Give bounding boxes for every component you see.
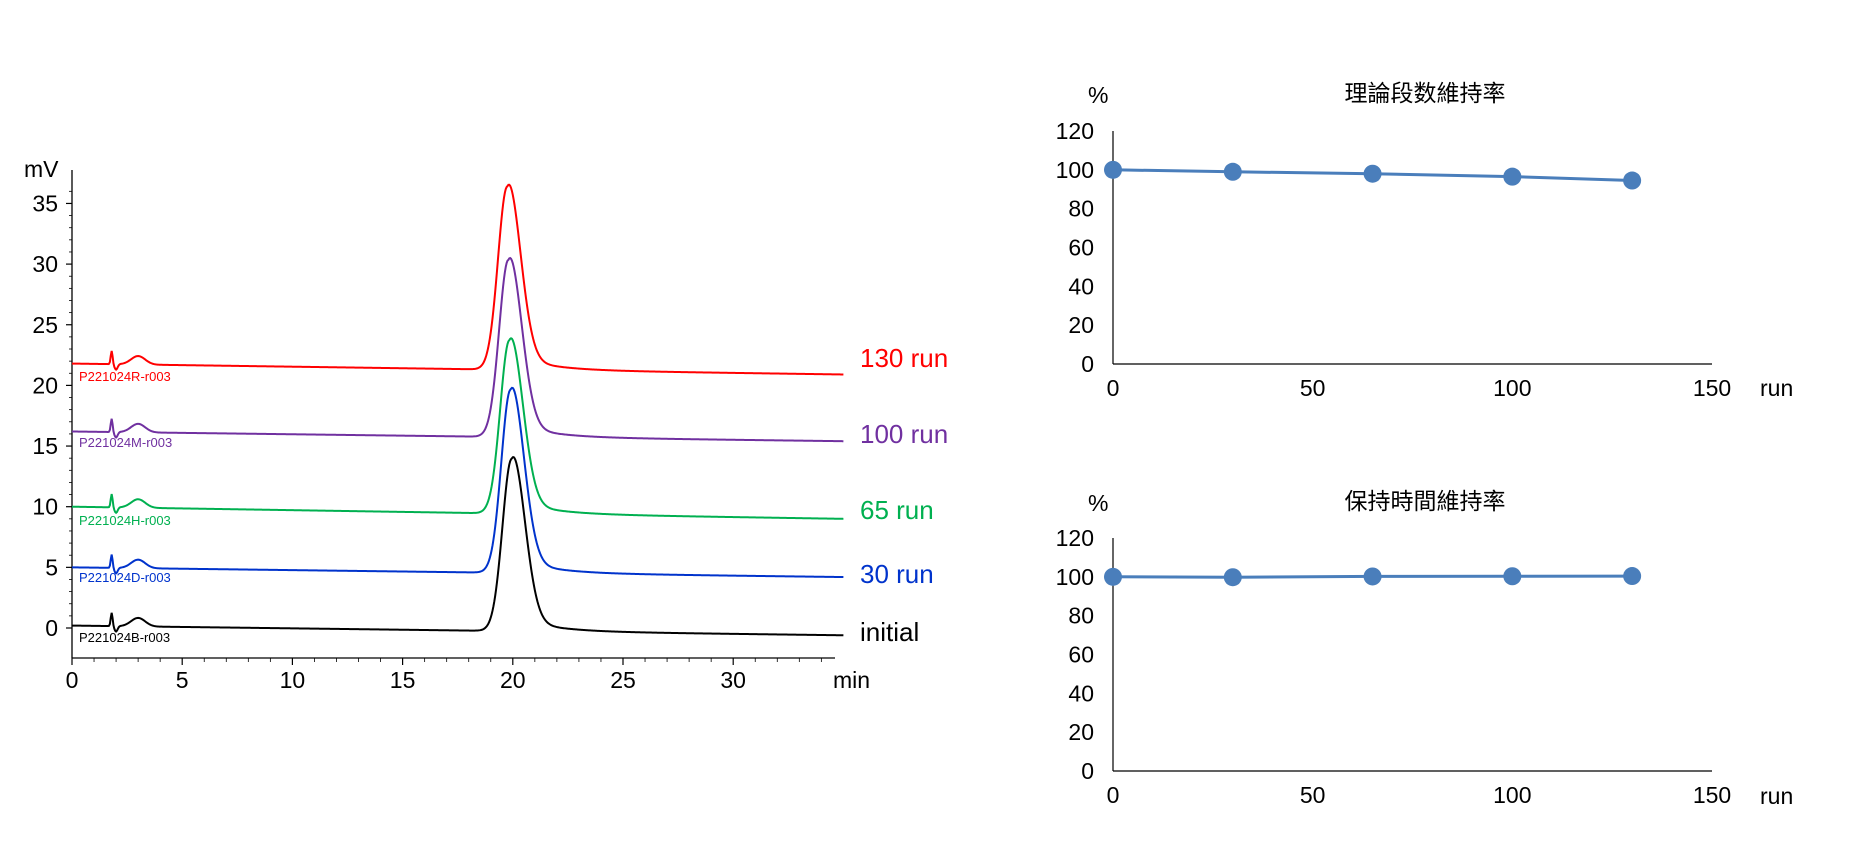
chart-y-unit: % xyxy=(1088,82,1108,108)
y-tick-label: 60 xyxy=(1068,235,1094,261)
x-tick-label: 50 xyxy=(1300,782,1326,808)
y-tick-label: 20 xyxy=(32,372,58,398)
x-tick-label: 150 xyxy=(1693,375,1731,401)
chart-x-unit: run xyxy=(1760,783,1793,809)
data-point xyxy=(1223,568,1242,587)
data-point xyxy=(1503,567,1522,586)
x-tick-label: 0 xyxy=(66,667,79,693)
x-tick-label: 0 xyxy=(1107,375,1120,401)
data-point xyxy=(1623,171,1642,190)
y-tick-label: 120 xyxy=(1056,118,1094,144)
chart-axes xyxy=(1112,131,1712,365)
sample-id: P221024R-r003 xyxy=(79,369,171,384)
data-point xyxy=(1104,567,1122,586)
data-point xyxy=(1223,162,1242,181)
x-tick-label: 150 xyxy=(1693,782,1731,808)
run-label: 100 run xyxy=(860,419,948,449)
y-tick-label: 10 xyxy=(32,494,58,520)
data-point xyxy=(1104,160,1122,179)
data-point xyxy=(1623,567,1642,586)
y-tick-label: 20 xyxy=(1068,719,1094,745)
x-tick-label: 15 xyxy=(390,667,416,693)
chromatogram-trace xyxy=(71,183,844,376)
data-point xyxy=(1363,164,1382,183)
chart-title: 保持時間維持率 xyxy=(1345,488,1506,514)
y-tick-label: 0 xyxy=(1081,351,1094,377)
data-point xyxy=(1503,167,1522,186)
chromatogram-y-unit: mV xyxy=(24,156,59,182)
y-tick-label: 60 xyxy=(1068,642,1094,668)
y-tick-label: 100 xyxy=(1056,157,1094,183)
y-tick-label: 80 xyxy=(1068,603,1094,629)
chromatogram-trace xyxy=(71,386,844,579)
y-tick-label: 15 xyxy=(32,433,58,459)
chart-series xyxy=(1104,567,1642,587)
y-tick-label: 25 xyxy=(32,312,58,338)
chart-ticks: 0 20 40 60 80 100 120 0 50 100 150 xyxy=(1056,118,1732,401)
x-tick-label: 20 xyxy=(500,667,526,693)
sample-id: P221024M-r003 xyxy=(79,435,172,450)
y-tick-label: 30 xyxy=(32,251,58,277)
run-label: 30 run xyxy=(860,559,934,589)
chromatogram-x-unit: min xyxy=(833,667,870,693)
x-tick-label: 0 xyxy=(1107,782,1120,808)
y-tick-label: 40 xyxy=(1068,273,1094,299)
run-label: initial xyxy=(860,617,919,647)
chart-axes xyxy=(1112,538,1712,772)
chromatogram-chart: mV min 0 5 10 15 20 25 30 35 0 5 10 15 20 25 30 130 r… xyxy=(24,156,948,693)
sample-id: P221024B-r003 xyxy=(79,630,170,645)
x-tick-label: 10 xyxy=(280,667,306,693)
plate-number-retention-chart: % 理論段数維持率 run 0 20 40 60 80 100 120 0 50 100 150 xyxy=(1056,80,1794,401)
y-tick-label: 0 xyxy=(45,615,58,641)
y-tick-label: 35 xyxy=(32,190,58,216)
run-label: 130 run xyxy=(860,343,948,373)
chart-x-unit: run xyxy=(1760,375,1793,401)
x-tick-label: 100 xyxy=(1493,375,1531,401)
y-tick-label: 20 xyxy=(1068,312,1094,338)
chart-series xyxy=(1104,160,1642,190)
y-tick-label: 80 xyxy=(1068,196,1094,222)
y-tick-label: 120 xyxy=(1056,525,1094,551)
chromatogram-trace xyxy=(71,256,844,443)
run-label: 65 run xyxy=(860,495,934,525)
chart-y-unit: % xyxy=(1088,490,1108,516)
x-tick-label: 100 xyxy=(1493,782,1531,808)
x-tick-label: 50 xyxy=(1300,375,1326,401)
chromatogram-y-ticks: 0 5 10 15 20 25 30 35 xyxy=(32,190,72,641)
sample-id: P221024D-r003 xyxy=(79,570,171,585)
y-tick-label: 5 xyxy=(45,554,58,580)
chart-ticks: 0 20 40 60 80 100 120 0 50 100 150 xyxy=(1056,525,1732,808)
chromatogram-traces: 130 run P221024R-r003 100 run P221024M-r003… xyxy=(71,183,948,647)
y-tick-label: 0 xyxy=(1081,758,1094,784)
y-tick-label: 100 xyxy=(1056,564,1094,590)
y-tick-label: 40 xyxy=(1068,680,1094,706)
chart-title: 理論段数維持率 xyxy=(1345,80,1506,106)
retention-time-retention-chart: % 保持時間維持率 run 0 20 40 60 80 100 120 0 50 100 150 xyxy=(1056,488,1794,809)
sample-id: P221024H-r003 xyxy=(79,513,171,528)
x-tick-label: 30 xyxy=(720,667,746,693)
x-tick-label: 25 xyxy=(610,667,636,693)
chromatogram-x-ticks: 0 5 10 15 20 25 30 xyxy=(66,658,822,693)
chromatogram-trace xyxy=(71,337,844,520)
chromatogram-trace xyxy=(71,456,844,637)
x-tick-label: 5 xyxy=(176,667,189,693)
data-point xyxy=(1363,567,1382,586)
